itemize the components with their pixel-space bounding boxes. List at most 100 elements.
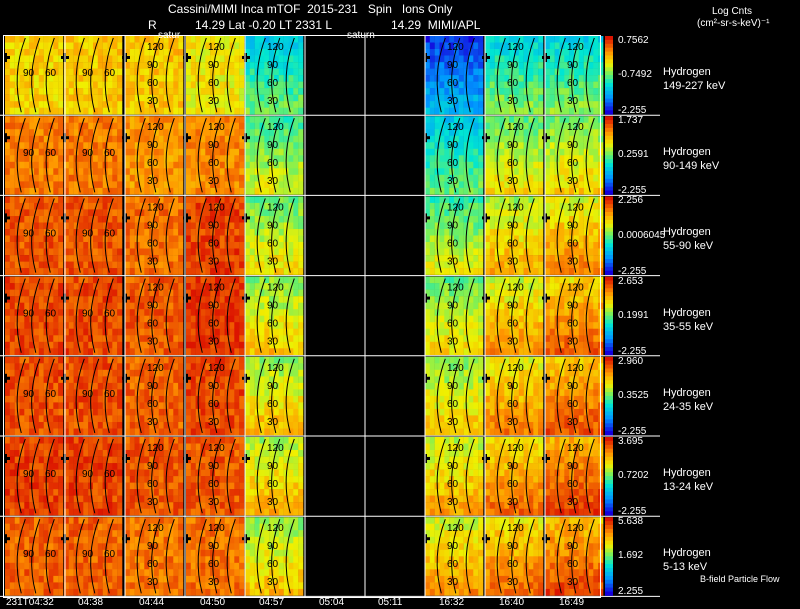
heatmap-cell: 90 60 xyxy=(61,517,123,596)
contour-line xyxy=(465,438,475,514)
contour-label: 120 xyxy=(447,202,464,213)
contour-line xyxy=(271,37,281,113)
contour-label: 120 xyxy=(147,283,164,294)
heatmap-cell: 120 90 60 30 xyxy=(542,276,604,356)
contour-line xyxy=(104,198,114,273)
colorbar xyxy=(605,36,613,115)
contour-line xyxy=(90,438,100,514)
contour-label: 120 xyxy=(567,122,584,133)
contour-line xyxy=(151,519,161,594)
heatmap-cell: 90 60 xyxy=(2,356,64,436)
contour-label: 120 xyxy=(507,363,524,374)
contour-label: 120 xyxy=(447,42,464,53)
contour-label: 90 xyxy=(208,140,220,151)
contour-line xyxy=(256,198,266,273)
contour-label: 120 xyxy=(447,363,464,374)
contour-label: 60 xyxy=(208,238,220,249)
contour-line xyxy=(104,519,114,594)
contour-label: 90 xyxy=(567,60,579,71)
contour-line xyxy=(585,198,595,273)
contour-line xyxy=(285,438,295,514)
contour-label: 60 xyxy=(507,158,519,169)
contour-label: 60 xyxy=(104,68,116,79)
contour-label: 30 xyxy=(147,417,159,428)
contour-line xyxy=(90,118,100,193)
contour-label: 60 xyxy=(567,158,579,169)
contour-line xyxy=(465,198,475,273)
contour-label: 90 xyxy=(147,541,159,552)
contour-label: 120 xyxy=(147,122,164,133)
contour-line xyxy=(45,198,55,273)
colorbar-mid-label: 0.1991 xyxy=(618,309,649,321)
contour-label: 120 xyxy=(147,523,164,534)
contour-label: 60 xyxy=(104,389,116,400)
contour-label: 60 xyxy=(567,238,579,249)
contour-label: 90 xyxy=(147,381,159,392)
contour-label: 120 xyxy=(567,202,584,213)
contour-label: 60 xyxy=(147,238,159,249)
position-readout: 14.29 Lat -0.20 LT 2331 L xyxy=(195,18,332,32)
colorbar xyxy=(605,517,613,596)
time-label: 16:32 xyxy=(439,597,465,608)
contour-label: 30 xyxy=(447,417,459,428)
contour-line xyxy=(465,519,475,594)
contour-label: 120 xyxy=(267,283,284,294)
heatmap-cell: 120 90 60 30 xyxy=(482,36,544,115)
contour-label: 30 xyxy=(267,337,279,348)
contour-line xyxy=(212,519,222,594)
contour-line xyxy=(496,438,506,514)
units-title: Log Cnts xyxy=(712,6,753,17)
channel-energy-label: 13-24 keV xyxy=(663,481,714,493)
contour-label: 120 xyxy=(507,42,524,53)
contour-line xyxy=(197,438,207,514)
contour-label: 90 xyxy=(567,541,579,552)
contour-line xyxy=(31,519,41,594)
contour-line xyxy=(226,438,236,514)
contour-label: 90 xyxy=(147,60,159,71)
contour-label: 120 xyxy=(147,42,164,53)
contour-label: 60 xyxy=(104,228,116,239)
channel-energy-label: 55-90 keV xyxy=(663,240,714,253)
contour-line xyxy=(226,519,236,594)
contour-line xyxy=(511,37,521,113)
contour-line xyxy=(556,358,566,434)
contour-line xyxy=(90,278,100,353)
contour-label: 120 xyxy=(208,363,225,374)
contour-label: 90 xyxy=(82,549,94,560)
contour-label: 60 xyxy=(147,158,159,169)
contour-line xyxy=(136,519,146,594)
contour-label: 90 xyxy=(147,140,159,151)
heatmap-cell: 120 90 60 30 xyxy=(122,196,184,275)
contour-line xyxy=(45,37,55,113)
heatmap-cell: 120 90 60 30 xyxy=(242,276,304,356)
heatmap-cell: 120 90 60 30 xyxy=(122,276,184,356)
time-label: 04:38 xyxy=(78,597,104,608)
contour-line xyxy=(16,118,26,193)
colorbar-mid-label: 1.692 xyxy=(618,550,644,562)
contour-label: 90 xyxy=(267,60,279,71)
contour-line xyxy=(556,278,566,353)
heatmap-cell: 120 90 60 30 xyxy=(122,36,184,115)
heatmap-cell: 90 60 xyxy=(2,116,64,195)
heatmap-cell: 120 90 60 30 xyxy=(183,437,245,516)
contour-label: 120 xyxy=(267,523,284,534)
contour-line xyxy=(436,278,446,353)
heatmap-cell: 120 90 60 30 xyxy=(122,116,184,195)
contour-label: 60 xyxy=(147,479,159,490)
contour-label: 60 xyxy=(447,479,459,490)
contour-line xyxy=(165,118,175,193)
contour-line xyxy=(556,198,566,273)
colorbar-max-label: 2.653 xyxy=(618,275,644,287)
contour-label: 90 xyxy=(567,381,579,392)
contour-label: 60 xyxy=(447,399,459,410)
colorbar xyxy=(605,196,613,275)
contour-line xyxy=(525,358,535,434)
contour-label: 30 xyxy=(567,256,579,267)
contour-line xyxy=(16,358,26,434)
contour-line xyxy=(165,358,175,434)
contour-label: 60 xyxy=(447,559,459,570)
heatmap-cell: 120 90 60 30 xyxy=(482,196,544,275)
contour-label: 90 xyxy=(507,541,519,552)
contour-label: 60 xyxy=(447,319,459,330)
colorbar-max-label: 0.7562 xyxy=(618,35,649,46)
